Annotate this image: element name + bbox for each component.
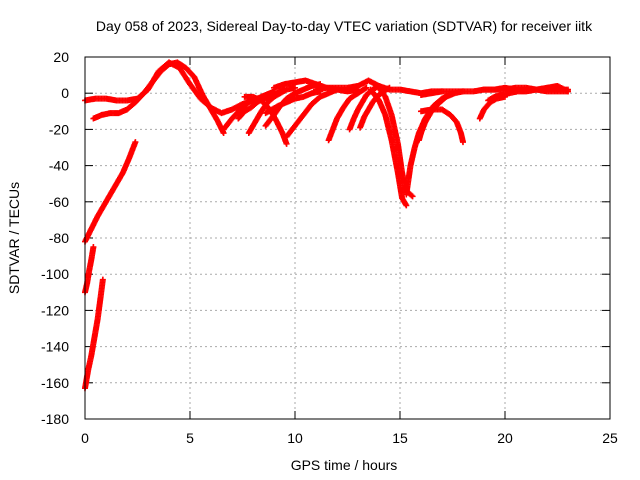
x-tick-label: 15 [392, 430, 408, 446]
series-arc [283, 86, 340, 140]
data-point-marker [363, 84, 370, 91]
y-tick-label: 0 [61, 85, 69, 101]
series-arc [403, 90, 456, 198]
x-tick-label: 25 [602, 430, 618, 446]
series-arc [325, 84, 370, 144]
data-point-marker [132, 139, 139, 146]
data-point-marker [409, 193, 416, 200]
series-arc [245, 84, 298, 137]
data-point-marker [283, 140, 290, 147]
series-arc [241, 93, 290, 147]
series-arc [82, 244, 97, 296]
data-marks [82, 59, 571, 392]
y-tick-label: -60 [49, 194, 69, 210]
y-tick-label: -140 [41, 339, 69, 355]
plot-frame [84, 56, 611, 420]
x-tick-label: 10 [287, 430, 303, 446]
data-point-marker [408, 192, 415, 199]
data-point-marker [403, 202, 410, 209]
y-axis-label: SDTVAR / TECUs [6, 182, 22, 294]
y-tick-label: -80 [49, 230, 69, 246]
data-point-marker [99, 276, 106, 283]
x-tick-label: 5 [186, 430, 194, 446]
y-tick-label: -20 [49, 121, 69, 137]
series-arc [367, 86, 410, 209]
x-axis-label: GPS time / hours [291, 457, 398, 473]
data-point-marker [90, 244, 97, 251]
grid-lines [84, 56, 611, 420]
x-tick-label: 20 [497, 430, 513, 446]
y-tick-label: -40 [49, 158, 69, 174]
series-arc [82, 139, 139, 245]
y-tick-label: -100 [41, 266, 69, 282]
y-tick-label: -120 [41, 302, 69, 318]
data-point-marker [292, 84, 298, 91]
x-tick-labels: 0 5 10 15 20 25 [81, 430, 618, 446]
y-tick-label: -180 [41, 411, 69, 427]
series-arc [418, 106, 466, 146]
series-arc [376, 84, 416, 200]
data-point-marker [565, 88, 571, 95]
y-tick-labels: -180 -160 -140 -120 -100 -80 -60 -40 -20 0 20 [41, 49, 69, 427]
y-tick-label: -160 [41, 375, 69, 391]
series-arc [481, 82, 571, 95]
series-arc [82, 276, 106, 392]
series-arc [90, 59, 227, 137]
chart-title: Day 058 of 2023, Sidereal Day-to-day VTE… [96, 18, 593, 34]
data-point-marker [460, 139, 466, 146]
y-tick-label: 20 [53, 49, 69, 65]
x-tick-label: 0 [81, 430, 89, 446]
